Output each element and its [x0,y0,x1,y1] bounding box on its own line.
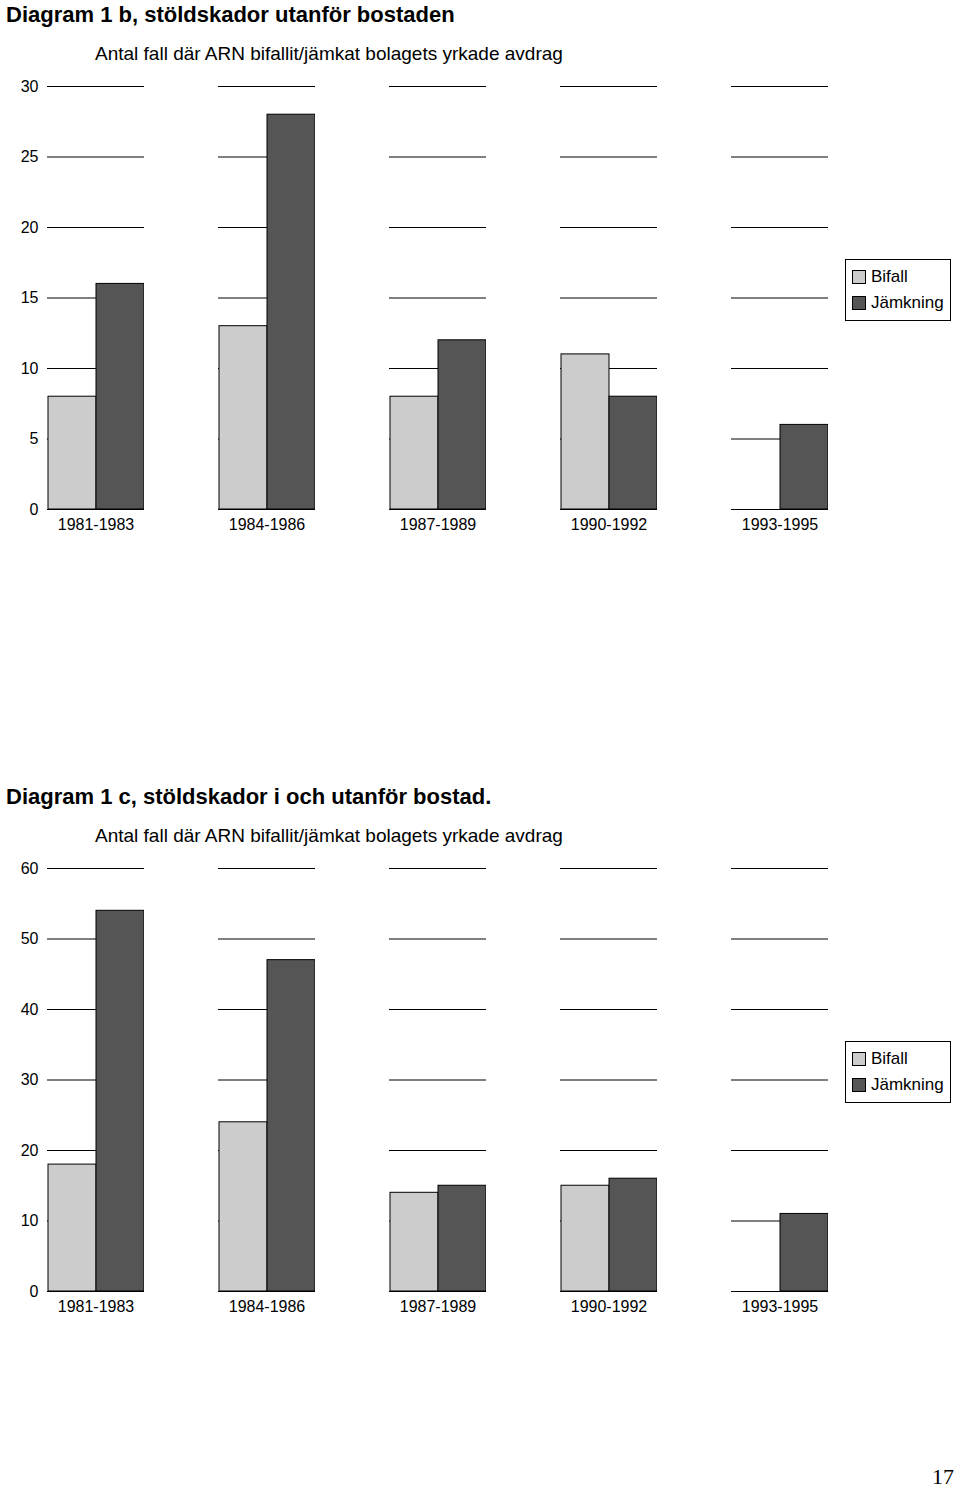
svg-text:20: 20 [21,1142,39,1159]
html-text:Bifall: Bifall [871,267,908,286]
svg-text:1990-1992: 1990-1992 [571,516,648,533]
html-text:Diagram 1 b, stöldskador utanf: Diagram 1 b, stöldskador utanför bostade… [6,2,455,27]
svg-text:15: 15 [21,289,39,306]
svg-text:0: 0 [30,501,39,518]
svg-text:10: 10 [21,360,39,377]
svg-text:1993-1995: 1993-1995 [742,1298,819,1315]
svg-text:60: 60 [21,860,39,877]
svg-text:30: 30 [21,1071,39,1088]
svg-text:1981-1983: 1981-1983 [58,516,135,533]
svg-text:50: 50 [21,930,39,947]
html-text:Bifall: Bifall [871,1049,908,1068]
svg-text:1981-1983: 1981-1983 [58,1298,135,1315]
svg-text:5: 5 [30,430,39,447]
svg-text:1987-1989: 1987-1989 [400,516,477,533]
svg-text:30: 30 [21,78,39,95]
svg-text:1984-1986: 1984-1986 [229,516,306,533]
html-text:17: 17 [932,1464,954,1489]
svg-text:1990-1992: 1990-1992 [571,1298,648,1315]
html-text:Antal fall där ARN bifallit/jä: Antal fall där ARN bifallit/jämkat bolag… [95,43,563,64]
svg-text:10: 10 [21,1212,39,1229]
svg-text:1987-1989: 1987-1989 [400,1298,477,1315]
html-text:Antal fall där ARN bifallit/jä: Antal fall där ARN bifallit/jämkat bolag… [95,825,563,846]
svg-text:25: 25 [21,148,39,165]
svg-text:0: 0 [30,1283,39,1300]
svg-text:1993-1995: 1993-1995 [742,516,819,533]
html-text:Diagram 1 c, stöldskador i och: Diagram 1 c, stöldskador i och utanför b… [6,784,492,809]
html-text:Jämkning: Jämkning [871,293,944,312]
html-text:Jämkning: Jämkning [871,1075,944,1094]
svg-text:40: 40 [21,1001,39,1018]
svg-text:1984-1986: 1984-1986 [229,1298,306,1315]
svg-text:20: 20 [21,219,39,236]
